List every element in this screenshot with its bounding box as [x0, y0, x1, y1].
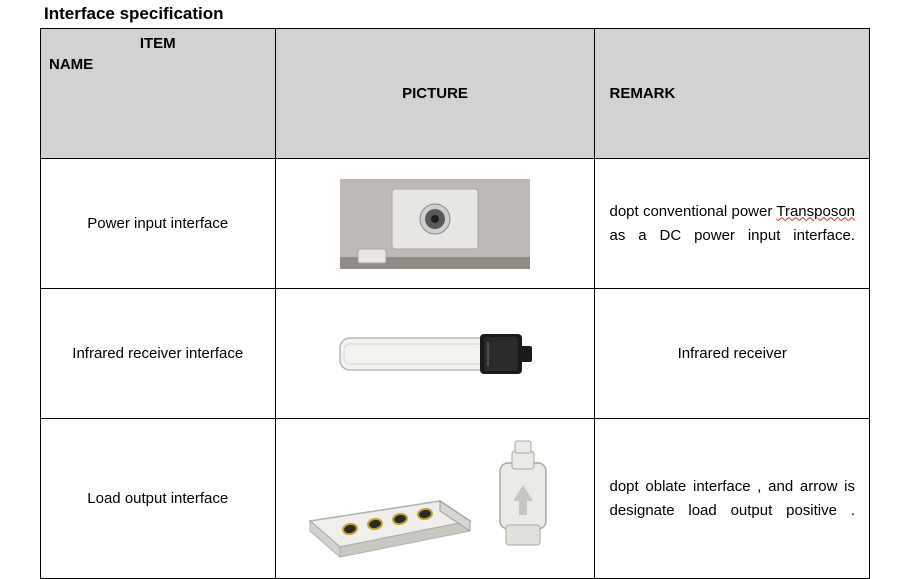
row3-remark: dopt oblate interface , and arrow is des…: [595, 419, 870, 579]
row2-remark-pre: Infrared receiver: [678, 345, 787, 362]
row1-remark-pre: dopt conventional power: [609, 203, 776, 220]
table-row: Load output interface: [41, 419, 870, 579]
header-remark: REMARK: [595, 29, 870, 159]
row3-remark-pre: dopt oblate interface , and arrow is des…: [609, 478, 855, 519]
row3-picture-cell: [275, 419, 595, 579]
row1-picture-cell: [275, 159, 595, 289]
row2-name: Infrared receiver interface: [41, 289, 276, 419]
header-item-name: ITEM NAME: [41, 29, 276, 159]
header-row: ITEM NAME PICTURE REMARK: [41, 29, 870, 159]
row1-remark-underlined: Transposon: [776, 203, 855, 220]
header-item-line1: ITEM: [49, 33, 267, 54]
header-item-line2: NAME: [49, 54, 267, 75]
row2-remark: Infrared receiver: [595, 289, 870, 419]
header-picture: PICTURE: [275, 29, 595, 159]
row1-remark: dopt conventional power Transposon as a …: [595, 159, 870, 289]
page-title: Interface specification: [40, 4, 875, 24]
row2-picture-cell: [275, 289, 595, 419]
row1-remark-post: as a DC power input interface.: [609, 227, 855, 244]
spec-table: ITEM NAME PICTURE REMARK Power input int…: [40, 28, 870, 579]
dc-jack-panel-icon: [340, 179, 530, 269]
row3-name: Load output interface: [41, 419, 276, 579]
table-row: Power input interface dopt conventional: [41, 159, 870, 289]
ir-receiver-icon: [330, 324, 540, 384]
table-row: Infrared receiver interface Infrared rec…: [41, 289, 870, 419]
load-connector-icon: [290, 429, 580, 569]
row1-name: Power input interface: [41, 159, 276, 289]
